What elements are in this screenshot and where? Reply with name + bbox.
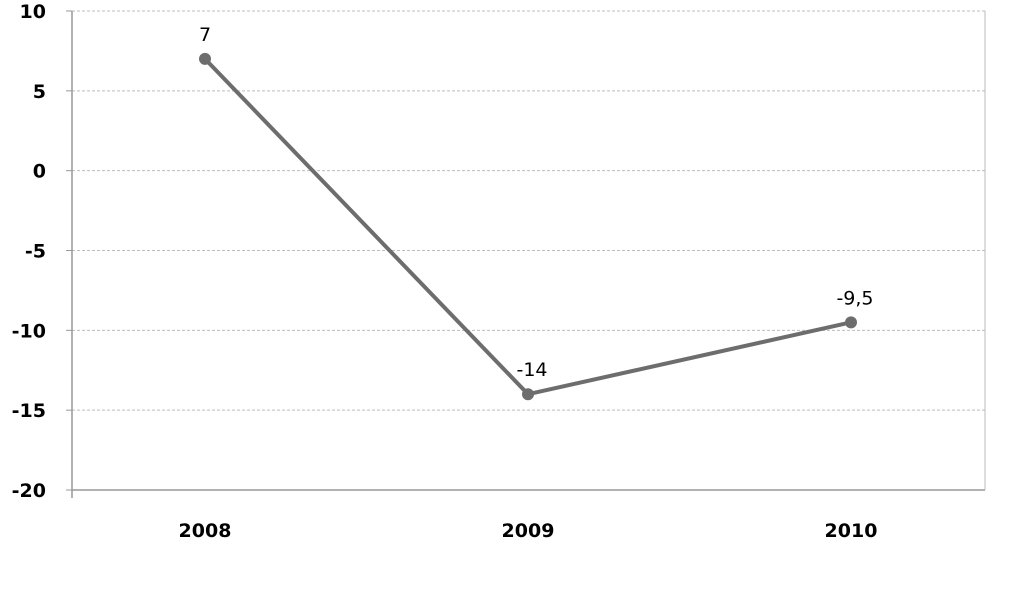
data-label: 7 [199,24,211,46]
data-label: -9,5 [836,287,873,309]
y-tick-label: -15 [12,400,46,422]
y-tick-label: -10 [12,320,46,342]
x-tick-label: 2009 [502,520,555,542]
data-label: -14 [516,359,547,381]
y-tick-label: 10 [20,1,46,23]
y-tick-label: -5 [25,241,46,263]
x-tick-label: 2010 [825,520,878,542]
y-tick-label: -20 [12,480,46,502]
y-tick-label: 0 [33,161,46,183]
series-line [203,57,852,397]
data-point [522,388,534,401]
data-point [845,316,857,329]
y-tick-label: 5 [33,81,46,103]
data-point [199,52,211,65]
x-tick-label: 2008 [179,520,232,542]
